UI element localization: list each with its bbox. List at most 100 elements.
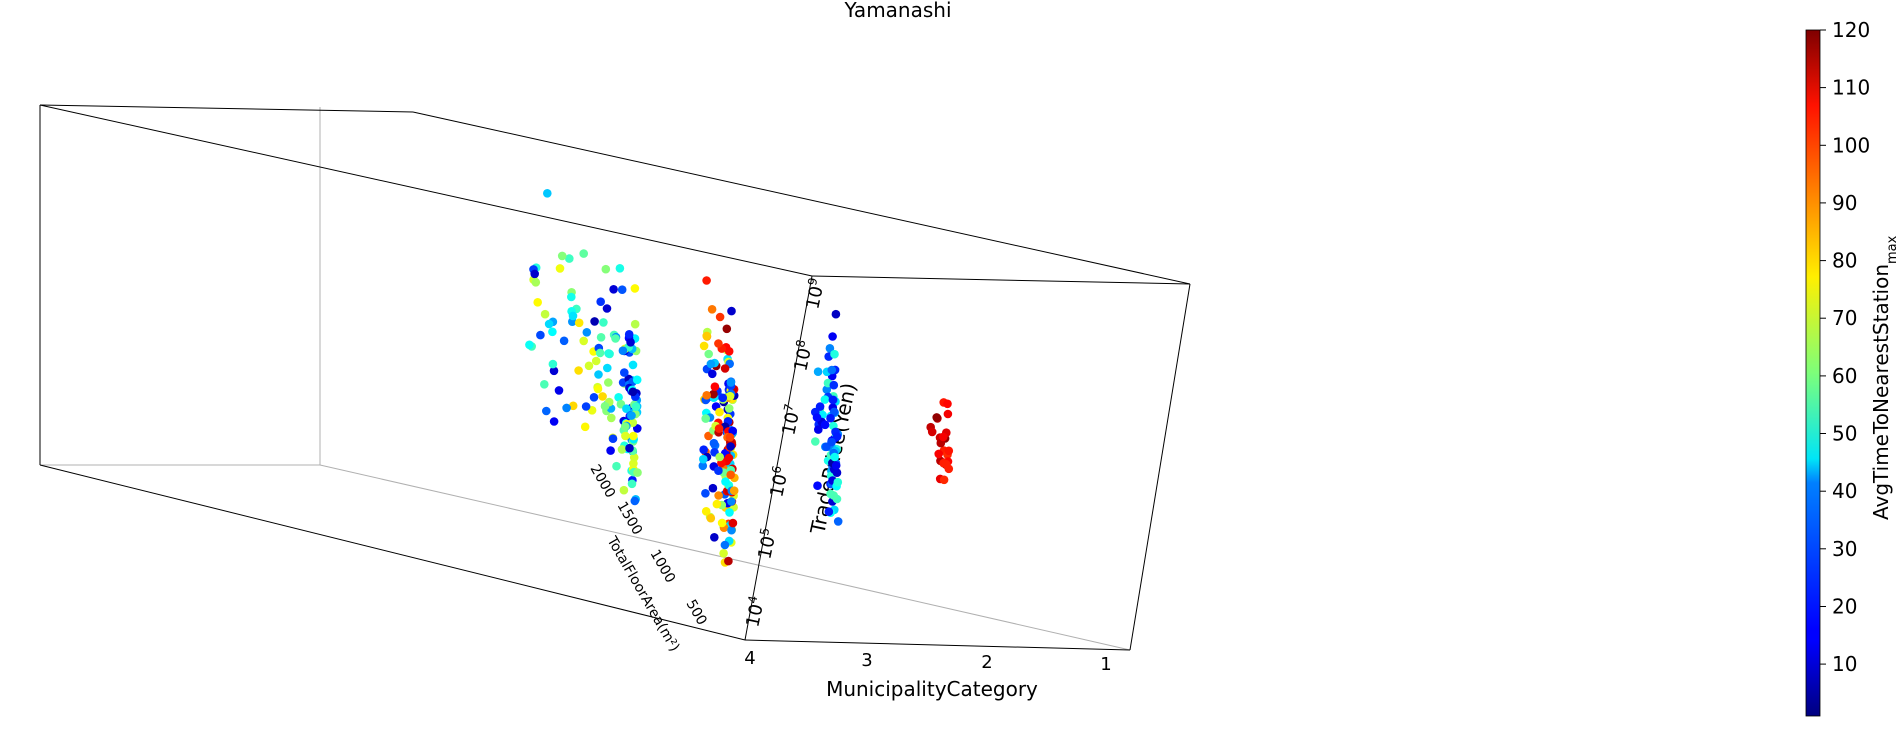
z-tick-label: 109	[800, 276, 829, 311]
box-edge	[811, 275, 1191, 285]
data-point	[715, 312, 725, 322]
data-point	[828, 395, 838, 405]
colorbar-label-subscript: max	[1885, 235, 1898, 264]
data-point	[718, 393, 728, 403]
data-point	[725, 508, 734, 517]
colorbar-tick-label: 70	[1832, 306, 1857, 330]
data-point	[593, 384, 603, 394]
y-tick-label: 500	[683, 597, 710, 628]
data-point	[580, 422, 590, 432]
data-point	[720, 364, 730, 373]
z-tick-label: 105	[752, 526, 781, 561]
data-point	[628, 360, 638, 370]
data-point	[609, 285, 618, 294]
data-point	[608, 434, 618, 444]
data-point	[827, 437, 836, 447]
colorbar-tick-label: 90	[1832, 191, 1857, 215]
data-point	[728, 518, 738, 528]
data-point	[574, 318, 584, 328]
colorbar-tick-label: 40	[1832, 479, 1857, 503]
data-point	[831, 461, 841, 470]
data-point	[627, 479, 637, 489]
data-point	[720, 540, 730, 550]
data-point	[567, 292, 576, 302]
data-point	[617, 445, 627, 454]
data-point	[722, 324, 732, 334]
data-point	[607, 413, 616, 423]
data-point	[598, 392, 607, 401]
z-axis: 104 105 106 107 108 109	[742, 276, 829, 629]
data-point	[812, 413, 822, 422]
data-point	[833, 517, 843, 526]
data-point	[698, 461, 708, 471]
data-point	[708, 369, 717, 379]
colorbar-label-text: AvgTimeToNearestStation	[1869, 264, 1893, 520]
data-point	[630, 319, 640, 329]
data-point	[939, 432, 948, 442]
data-point	[595, 348, 605, 358]
data-point	[826, 413, 835, 423]
data-point	[543, 189, 552, 198]
data-point	[830, 349, 839, 359]
data-point	[706, 513, 716, 523]
data-point	[699, 454, 708, 464]
data-point	[721, 477, 730, 486]
colorbar-label: AvgTimeToNearestStationmax	[1869, 235, 1898, 520]
data-point	[544, 319, 554, 329]
z-tick-label: 106	[764, 464, 793, 499]
colorbar-tick-label: 100	[1832, 133, 1870, 157]
data-point	[724, 556, 733, 566]
data-point	[832, 432, 842, 441]
data-point	[831, 309, 841, 319]
data-point	[727, 497, 736, 506]
data-point	[568, 311, 578, 321]
data-point	[706, 359, 716, 369]
data-point	[712, 499, 722, 509]
data-point	[820, 420, 830, 430]
data-point	[725, 391, 735, 401]
y-tick-label: 1000	[647, 547, 679, 586]
data-point	[943, 409, 953, 419]
data-points	[525, 189, 954, 567]
data-point	[604, 349, 613, 358]
data-point	[579, 336, 588, 346]
y-axis: 500 1000 1500 2000 TotalFloorArea(m²)	[587, 462, 710, 655]
data-point	[568, 401, 578, 411]
colorbar-tick-label: 20	[1832, 595, 1857, 619]
data-point	[584, 361, 594, 371]
data-point	[701, 414, 710, 423]
data-point	[826, 489, 835, 499]
data-point	[829, 380, 839, 390]
data-point	[618, 346, 628, 356]
data-point	[594, 370, 603, 379]
data-point	[708, 483, 718, 493]
y-axis-label: TotalFloorArea(m²)	[603, 533, 682, 654]
data-point	[579, 249, 588, 258]
data-point	[709, 389, 718, 399]
data-point	[581, 402, 591, 411]
data-point	[724, 404, 734, 413]
data-point	[702, 391, 711, 400]
data-point	[549, 417, 559, 426]
data-point	[620, 368, 629, 377]
data-point	[630, 496, 640, 506]
data-point	[715, 407, 724, 417]
data-point	[727, 525, 736, 535]
data-point	[589, 393, 599, 402]
data-point	[582, 328, 592, 337]
data-point	[701, 489, 710, 498]
colorbar-tick-label: 60	[1832, 364, 1857, 388]
data-point	[531, 278, 541, 287]
y-tick-label: 1500	[614, 499, 646, 538]
data-point	[827, 365, 837, 375]
data-point	[714, 491, 723, 500]
data-point	[604, 378, 613, 387]
data-point	[813, 481, 822, 491]
data-point	[943, 399, 952, 409]
back-edge	[319, 464, 1131, 651]
x-tick-label: 3	[861, 650, 872, 671]
data-point	[825, 344, 835, 353]
data-point	[830, 452, 839, 462]
x-tick-label: 4	[744, 648, 755, 669]
